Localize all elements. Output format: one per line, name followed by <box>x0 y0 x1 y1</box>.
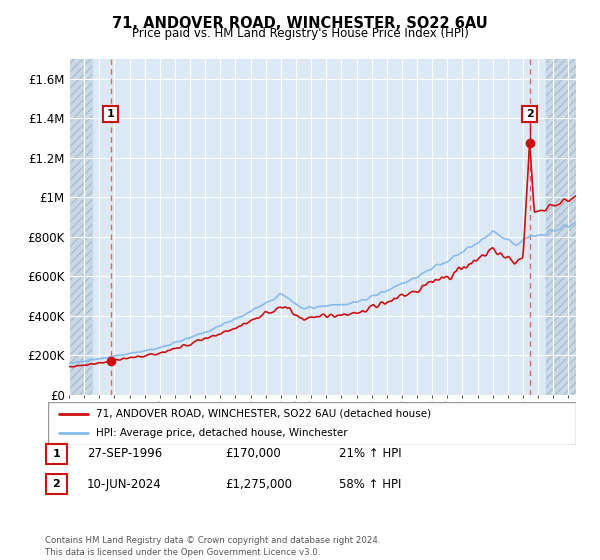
Bar <box>69 59 92 395</box>
FancyBboxPatch shape <box>46 444 67 464</box>
Bar <box>546 59 576 395</box>
Bar <box>69 59 92 395</box>
Text: 27-SEP-1996: 27-SEP-1996 <box>87 447 162 460</box>
FancyBboxPatch shape <box>46 474 67 494</box>
Text: 2: 2 <box>53 479 60 489</box>
Text: 10-JUN-2024: 10-JUN-2024 <box>87 478 162 491</box>
Text: 1: 1 <box>53 449 60 459</box>
Text: 21% ↑ HPI: 21% ↑ HPI <box>339 447 401 460</box>
Text: 1: 1 <box>107 109 115 119</box>
Text: HPI: Average price, detached house, Winchester: HPI: Average price, detached house, Winc… <box>95 428 347 438</box>
Text: £1,275,000: £1,275,000 <box>225 478 292 491</box>
Text: 58% ↑ HPI: 58% ↑ HPI <box>339 478 401 491</box>
Text: Price paid vs. HM Land Registry's House Price Index (HPI): Price paid vs. HM Land Registry's House … <box>131 27 469 40</box>
Text: 2: 2 <box>526 109 533 119</box>
Text: £170,000: £170,000 <box>225 447 281 460</box>
Text: 71, ANDOVER ROAD, WINCHESTER, SO22 6AU (detached house): 71, ANDOVER ROAD, WINCHESTER, SO22 6AU (… <box>95 409 431 419</box>
Text: 71, ANDOVER ROAD, WINCHESTER, SO22 6AU: 71, ANDOVER ROAD, WINCHESTER, SO22 6AU <box>112 16 488 31</box>
Bar <box>546 59 576 395</box>
FancyBboxPatch shape <box>48 402 576 445</box>
Text: Contains HM Land Registry data © Crown copyright and database right 2024.
This d: Contains HM Land Registry data © Crown c… <box>45 536 380 557</box>
